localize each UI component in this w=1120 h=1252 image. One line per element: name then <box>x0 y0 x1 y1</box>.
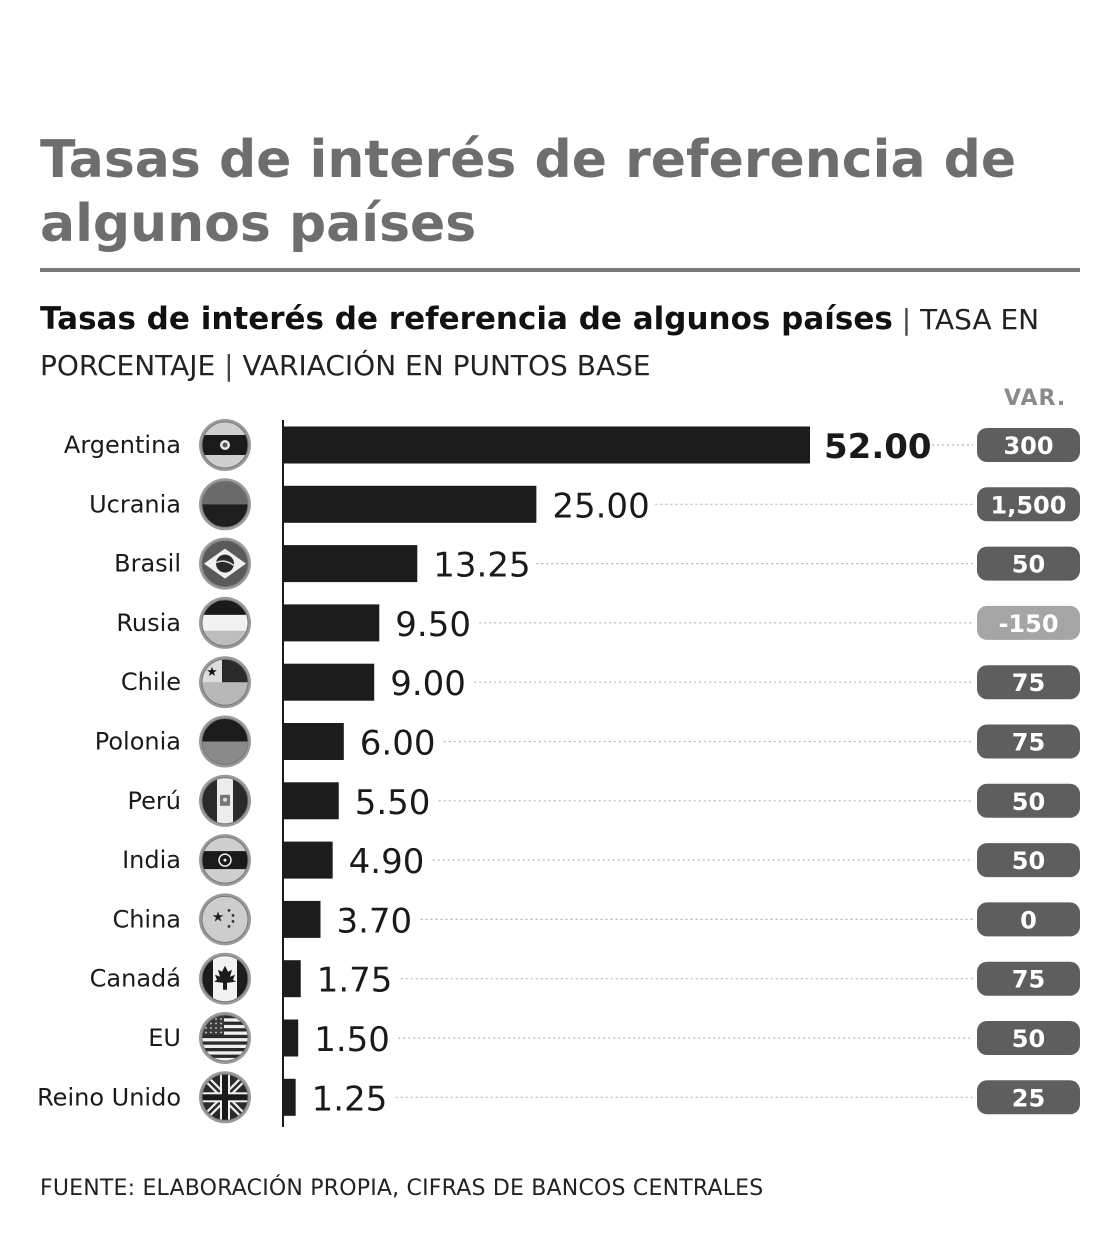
category-label: India <box>122 846 181 874</box>
bar-chart: Argentina 52.00 300 Ucrania 25.00 1,500 Brasil… <box>37 419 1080 1127</box>
poland-flag-icon <box>199 715 251 768</box>
value-label: 52.00 <box>824 427 932 467</box>
value-label: 13.25 <box>433 546 530 586</box>
category-label: Canadá <box>90 965 181 993</box>
bar <box>283 782 339 820</box>
value-label: 3.70 <box>336 901 412 941</box>
variation-badge <box>977 843 1080 878</box>
variation-badge <box>977 1080 1080 1115</box>
value-label: 4.90 <box>349 842 425 882</box>
subtitle-unit: TASA EN PORCENTAJE <box>40 303 1040 382</box>
category-label: China <box>112 905 181 933</box>
ukraine-flag-icon <box>199 478 251 531</box>
svg-text:★: ★ <box>212 909 225 925</box>
chart-subtitle: Tasas de interés de referencia de alguno… <box>40 296 1090 389</box>
category-label: Reino Unido <box>37 1083 181 1111</box>
chart-title: Tasas de interés de referencia de alguno… <box>40 130 1017 254</box>
variation-label: 50 <box>1012 1025 1045 1053</box>
value-label: 1.25 <box>312 1079 388 1119</box>
russia-flag-icon <box>199 596 251 649</box>
category-label: Polonia <box>95 728 181 756</box>
variation-badge <box>977 961 1080 996</box>
variation-badge <box>977 1021 1080 1055</box>
value-label: 6.00 <box>360 724 436 764</box>
variation-badge <box>977 605 1080 640</box>
value-label: 1.75 <box>317 961 393 1001</box>
value-label: 9.00 <box>390 664 466 704</box>
bar <box>283 426 810 464</box>
bar <box>283 960 301 998</box>
variation-label: 75 <box>1012 669 1045 697</box>
brazil-flag-icon <box>199 537 251 590</box>
bar <box>283 604 380 642</box>
bar <box>283 485 537 523</box>
subtitle-variation: VARIACIÓN EN PUNTOS BASE <box>242 349 651 382</box>
bar <box>283 663 375 701</box>
category-label: Perú <box>128 787 181 815</box>
value-label: 1.50 <box>314 1020 390 1060</box>
category-label: Ucrania <box>89 490 181 518</box>
svg-text:★: ★ <box>206 665 218 680</box>
category-label: Chile <box>121 668 181 696</box>
bar <box>283 545 418 583</box>
title-divider <box>40 268 1080 272</box>
bar <box>283 900 321 938</box>
variation-badge <box>977 902 1080 937</box>
bar <box>283 841 333 879</box>
variation-label: 300 <box>1003 432 1053 460</box>
subtitle-separator: | <box>224 349 234 382</box>
variation-label: 25 <box>1012 1084 1045 1112</box>
value-label: 5.50 <box>355 783 431 823</box>
peru-flag-icon <box>199 774 251 827</box>
variation-badge <box>977 665 1080 700</box>
value-label: 25.00 <box>552 486 649 526</box>
variation-badge <box>977 783 1080 818</box>
variation-label: 75 <box>1012 966 1045 994</box>
category-label: Brasil <box>114 550 181 578</box>
subtitle-bold: Tasas de interés de referencia de alguno… <box>40 301 893 337</box>
variation-badge <box>977 724 1080 759</box>
bar <box>283 1078 296 1116</box>
argentina-flag-icon <box>199 419 251 471</box>
variation-label: 0 <box>1020 906 1037 934</box>
canada-flag-icon <box>199 952 251 1005</box>
variation-badge <box>977 546 1080 581</box>
variation-label: -150 <box>998 610 1058 638</box>
variation-badge <box>977 487 1080 522</box>
category-label: Argentina <box>64 431 181 459</box>
category-label: EU <box>148 1024 181 1052</box>
chile-flag-icon: ★ <box>199 656 251 709</box>
variation-label: 50 <box>1012 788 1045 816</box>
source-note: FUENTE: ELABORACIÓN PROPIA, CIFRAS DE BA… <box>40 1176 764 1201</box>
variation-label: 1,500 <box>991 491 1067 519</box>
variation-label: 50 <box>1012 847 1045 875</box>
value-label: 9.50 <box>395 605 471 645</box>
category-label: Rusia <box>116 609 181 637</box>
usa-flag-icon <box>199 1012 251 1064</box>
uk-flag-icon <box>199 1071 251 1124</box>
bar <box>283 1019 299 1057</box>
china-flag-icon: ★ <box>199 893 251 946</box>
india-flag-icon <box>199 834 251 887</box>
variation-label: 75 <box>1012 729 1045 757</box>
bar <box>283 723 344 760</box>
variation-label: 50 <box>1012 551 1045 579</box>
variation-badge <box>977 428 1080 462</box>
variation-header: VAR. <box>1004 386 1067 411</box>
subtitle-separator: | <box>901 303 912 336</box>
